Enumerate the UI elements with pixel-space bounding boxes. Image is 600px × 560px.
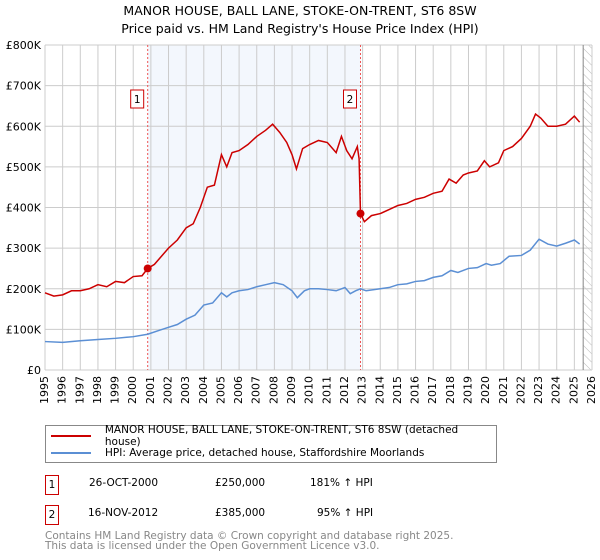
legend: MANOR HOUSE, BALL LANE, STOKE-ON-TRENT, … xyxy=(45,424,497,463)
x-tick-label: 1997 xyxy=(73,376,86,404)
x-tick-label: 2021 xyxy=(497,376,510,404)
x-tick-label: 2016 xyxy=(409,376,422,404)
x-tick-label: 1998 xyxy=(91,376,104,404)
sale-point xyxy=(356,209,365,218)
hpi-line xyxy=(44,238,581,344)
x-tick-label: 2020 xyxy=(479,376,492,404)
x-tick-label: 2014 xyxy=(373,376,386,404)
y-tick-label: £600K xyxy=(6,120,42,133)
sale-point xyxy=(143,264,152,273)
sale-label: 2 xyxy=(347,94,354,106)
x-tick-label: 2017 xyxy=(426,376,439,404)
y-tick-label: £400K xyxy=(6,202,42,215)
x-tick-label: 2001 xyxy=(144,376,157,404)
x-tick-label: 2000 xyxy=(126,376,139,404)
y-tick-label: £300K xyxy=(6,242,42,255)
price-chart: 1995 1996 1997 1998 1999 2000 2001 2002 2003 2004… xyxy=(6,39,598,404)
x-tick-label: 2015 xyxy=(391,376,404,404)
x-tick-label: 2018 xyxy=(444,376,457,404)
x-tick-label: 2022 xyxy=(514,376,527,404)
sale-label: 1 xyxy=(134,94,141,106)
sale-marker-box: 2 xyxy=(45,505,59,525)
y-tick-label: £200K xyxy=(6,283,42,296)
x-tick-label: 2008 xyxy=(267,376,280,404)
sale-date: 16-NOV-2012 xyxy=(88,507,159,519)
y-tick-label: £700K xyxy=(6,80,42,93)
sale-date: 26-OCT-2000 xyxy=(89,477,158,489)
blue-line-swatch xyxy=(51,452,91,454)
x-tick-label: 2003 xyxy=(179,376,192,404)
sale-hpi: 181% ↑ HPI xyxy=(310,477,373,489)
red-line-swatch xyxy=(51,435,91,437)
x-tick-label: 2023 xyxy=(532,376,545,404)
legend-label: HPI: Average price, detached house, Staf… xyxy=(105,447,425,459)
sale-hpi: 95% ↑ HPI xyxy=(317,507,374,519)
sale-price: £385,000 xyxy=(215,507,266,519)
footer-line: This data is licensed under the Open Gov… xyxy=(45,540,380,552)
x-tick-label: 2011 xyxy=(320,376,333,404)
sale-row-1: 1 26-OCT-2000 £250,000 181% ↑ HPI xyxy=(45,475,545,495)
x-tick-label: 1996 xyxy=(56,376,69,404)
footer-line: Contains HM Land Registry data © Crown c… xyxy=(45,530,454,542)
x-tick-label: 2010 xyxy=(303,376,316,404)
x-tick-label: 2019 xyxy=(461,376,474,404)
y-tick-label: £800K xyxy=(6,39,42,52)
legend-label: MANOR HOUSE, BALL LANE, STOKE-ON-TRENT, … xyxy=(104,424,459,448)
y-tick-label: £500K xyxy=(6,161,42,174)
chart-title: MANOR HOUSE, BALL LANE, STOKE-ON-TRENT, … xyxy=(123,3,477,18)
legend-item-property: MANOR HOUSE, BALL LANE, STOKE-ON-TRENT, … xyxy=(46,424,496,448)
x-tick-label: 2009 xyxy=(285,376,298,404)
x-tick-label: 2012 xyxy=(338,376,351,404)
x-tick-label: 2024 xyxy=(550,376,563,404)
sale-label-box xyxy=(130,89,145,109)
x-tick-label: 2026 xyxy=(585,376,598,404)
sale-marker-box: 1 xyxy=(45,475,59,495)
sale-label-box xyxy=(342,89,357,109)
x-tick-label: 2007 xyxy=(250,376,263,404)
x-tick-label: 1999 xyxy=(109,376,122,404)
y-tick-label: £0 xyxy=(27,364,41,377)
chart-subtitle: Price paid vs. HM Land Registry's House … xyxy=(121,21,479,36)
y-tick-label: £100K xyxy=(6,323,42,336)
sale-price: £250,000 xyxy=(215,477,266,489)
legend-item-hpi: HPI: Average price, detached house, Staf… xyxy=(46,445,424,461)
x-tick-label: 2004 xyxy=(197,376,210,404)
x-tick-label: 2005 xyxy=(214,376,227,404)
x-tick-label: 1995 xyxy=(38,376,51,404)
x-tick-label: 2002 xyxy=(162,376,175,404)
x-tick-label: 2025 xyxy=(567,376,580,404)
x-tick-label: 2006 xyxy=(232,376,245,404)
x-tick-label: 2013 xyxy=(356,376,369,404)
footer: Contains HM Land Registry data © Crown c… xyxy=(45,530,454,552)
sale-row-2: 2 16-NOV-2012 £385,000 95% ↑ HPI xyxy=(45,505,545,525)
